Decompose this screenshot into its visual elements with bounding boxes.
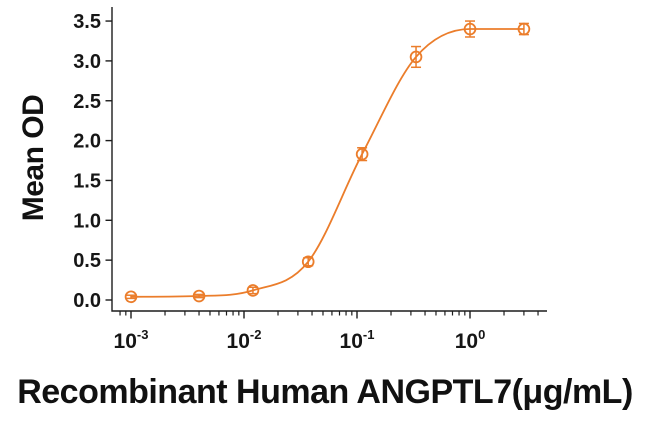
y-tick-label: 3.0 (73, 51, 101, 73)
x-tick-label: 10-3 (114, 327, 149, 353)
data-point-marker (409, 50, 423, 64)
y-tick-label: 3.5 (73, 11, 101, 33)
x-tick-exponent: -1 (363, 327, 375, 342)
x-tick-label: 10-1 (340, 327, 375, 353)
y-tick-label: 0.0 (73, 290, 101, 312)
y-tick-label: 1.5 (73, 170, 101, 192)
y-tick-label: 0.5 (73, 250, 101, 272)
data-point-marker (517, 22, 531, 36)
x-tick-base: 10 (227, 330, 250, 353)
axes (111, 7, 547, 312)
y-tick-label: 2.0 (73, 131, 101, 153)
data-point-marker (355, 147, 369, 161)
data-point-marker (192, 289, 206, 303)
y-axis-title: Mean OD (17, 94, 50, 222)
y-tick-label: 1.0 (73, 210, 101, 232)
x-tick-label: 100 (455, 327, 486, 353)
data-point-marker (301, 255, 315, 269)
y-tick-label: 2.5 (73, 91, 101, 113)
x-tick-base: 10 (340, 330, 363, 353)
x-tick-base: 10 (114, 330, 137, 353)
data-point-marker (124, 290, 138, 304)
data-point-marker (463, 22, 477, 36)
x-tick-base: 10 (455, 330, 478, 353)
x-tick-exponent: 0 (478, 327, 485, 342)
fit-curve (130, 28, 524, 298)
x-axis-title: Recombinant Human ANGPTL7(μg/mL) (17, 373, 633, 411)
x-tick-label: 10-2 (227, 327, 262, 353)
x-tick-exponent: -3 (137, 327, 149, 342)
x-tick-exponent: -2 (250, 327, 262, 342)
data-point-marker (246, 284, 260, 297)
